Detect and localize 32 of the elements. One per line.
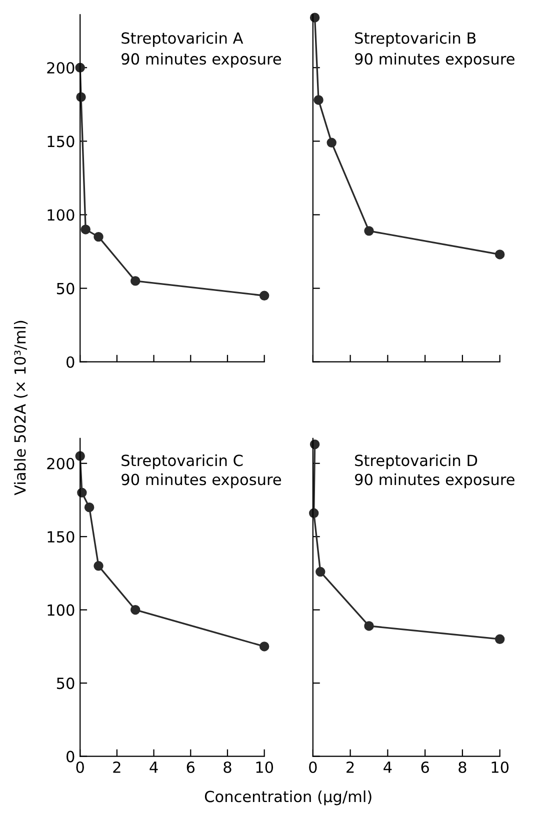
y-tick-label: 150 <box>48 531 74 543</box>
x-tick-label: 6 <box>421 761 429 774</box>
y-tick-label: 50 <box>56 282 74 294</box>
text: Streptovaricin D <box>355 454 478 470</box>
x-tick-label: 4 <box>150 762 158 773</box>
y-tick-label: 100 <box>48 604 74 616</box>
x-axis-title: Concentration (μg/ml) <box>204 790 372 806</box>
x-tick-label: 10 <box>492 761 509 774</box>
y-tick-label: 0 <box>66 356 74 368</box>
y-tick-label: 200 <box>47 62 74 74</box>
x-tick-label: 2 <box>113 761 120 773</box>
y-tick-label: 50 <box>56 678 74 690</box>
text: 90 minutes exposure <box>355 473 514 488</box>
x-tick-label: 6 <box>186 761 195 774</box>
text: Streptovaricin A <box>122 32 244 47</box>
text: Streptovaricin B <box>355 32 476 47</box>
y-axis-title: Viable 502A (× 10³/ml) <box>14 320 28 496</box>
x-tick-label: 10 <box>256 761 274 774</box>
y-tick-label: 150 <box>48 136 74 148</box>
text: 90 minutes exposure <box>355 52 514 68</box>
x-tick-label: 8 <box>458 761 466 774</box>
x-tick-label: 8 <box>224 761 232 774</box>
text: Streptovaricin C <box>122 454 243 470</box>
x-tick-label: 0 <box>76 761 84 774</box>
x-tick-label: 2 <box>346 761 354 773</box>
x-tick-label: 4 <box>384 762 392 773</box>
y-tick-label: 100 <box>48 209 74 221</box>
x-tick-label: 0 <box>309 761 317 774</box>
text: 90 minutes exposure <box>122 52 282 68</box>
y-tick-label: 200 <box>47 458 74 470</box>
y-tick-label: 0 <box>66 750 74 762</box>
text: 90 minutes exposure <box>122 473 282 488</box>
